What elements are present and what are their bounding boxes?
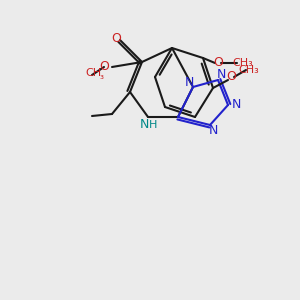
Text: CH₃: CH₃ [232, 58, 254, 68]
Text: ₃: ₃ [99, 71, 103, 81]
Text: O: O [99, 61, 109, 74]
Text: CH₃: CH₃ [238, 65, 260, 75]
Text: O: O [111, 32, 121, 44]
Text: N: N [231, 98, 241, 112]
Text: N: N [208, 124, 218, 136]
Text: N: N [139, 118, 149, 131]
Text: N: N [184, 76, 194, 88]
Text: N: N [216, 68, 226, 82]
Text: O: O [213, 56, 223, 70]
Text: O: O [226, 70, 236, 83]
Text: H: H [149, 120, 157, 130]
Text: CH: CH [85, 68, 101, 78]
